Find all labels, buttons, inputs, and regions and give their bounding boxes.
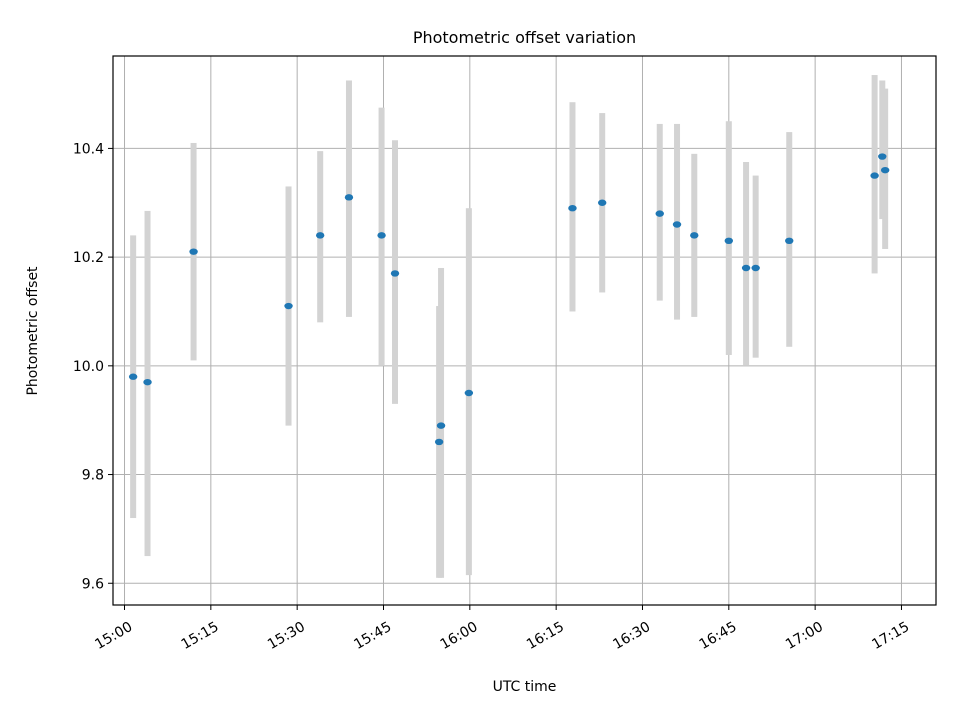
plot-frame [112, 55, 937, 606]
chart-title: Photometric offset variation [413, 28, 636, 47]
data-point [377, 232, 386, 239]
data-point [751, 264, 760, 272]
data-point [143, 378, 152, 386]
y-axis: 9.6 9.8 10.0 10.2 10.4 [73, 141, 113, 592]
data-point [434, 438, 444, 446]
data-point [344, 194, 354, 201]
data-point [464, 389, 474, 397]
data-point [672, 221, 682, 228]
y-tick-label: 10.0 [73, 359, 104, 375]
data-point [315, 232, 325, 239]
data-point [741, 264, 751, 272]
data-point [690, 232, 699, 239]
y-tick-label: 10.4 [73, 141, 104, 157]
x-axis-label: UTC time [493, 679, 557, 695]
data-point [284, 302, 293, 310]
data-point [436, 422, 446, 429]
data-point [880, 166, 890, 174]
data-point [597, 199, 607, 206]
data-point [785, 237, 794, 245]
y-axis-label: Photometric offset [25, 266, 41, 396]
error-bar [743, 161, 750, 366]
y-tick-label: 9.8 [82, 468, 104, 484]
data-point [128, 373, 138, 380]
y-tick-label: 9.6 [82, 576, 104, 592]
data-point [390, 270, 400, 277]
data-point [655, 210, 664, 217]
y-tick-label: 10.2 [73, 250, 104, 266]
data-point [189, 248, 198, 255]
data-points [128, 153, 890, 446]
data-point [568, 204, 577, 212]
data-point [878, 153, 887, 160]
data-point [724, 237, 734, 245]
data-point [870, 172, 879, 179]
